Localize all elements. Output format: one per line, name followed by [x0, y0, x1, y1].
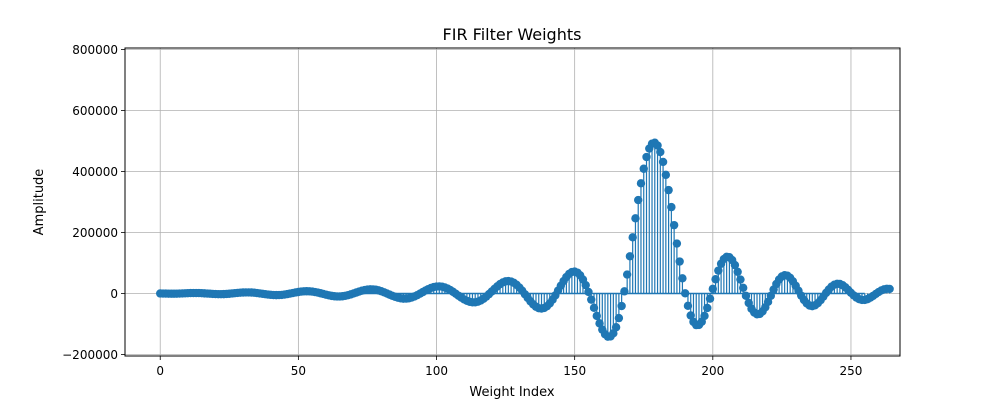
- y-tick-label: 0: [110, 287, 118, 301]
- stem-marker: [642, 152, 651, 162]
- stem-marker: [625, 252, 635, 261]
- y-axis-label: Amplitude: [32, 169, 47, 236]
- stem-marker: [614, 313, 624, 323]
- stem-marker: [741, 291, 751, 301]
- stem-marker: [675, 257, 684, 266]
- x-tick-label: 0: [156, 364, 164, 378]
- stem-marker: [708, 284, 718, 294]
- stem-marker: [672, 239, 682, 248]
- stem-marker: [656, 147, 665, 157]
- stem-marker: [678, 274, 687, 283]
- plot-frame: [124, 47, 901, 357]
- x-axis-ticks: 0 50 100 150 200 250: [156, 356, 862, 378]
- stem-marker: [683, 301, 693, 311]
- x-tick-label: 50: [291, 364, 306, 378]
- x-tick-label: 200: [701, 364, 724, 378]
- grid-lines: [125, 48, 900, 356]
- stem-marker: [584, 287, 593, 297]
- stem-marker: [628, 233, 637, 242]
- stem-marker: [617, 301, 626, 311]
- stem-marker: [739, 283, 748, 293]
- stem-markers: [156, 138, 894, 341]
- stem-marker: [634, 195, 643, 205]
- stem-marker: [705, 294, 715, 303]
- stem-marker: [730, 260, 740, 270]
- y-tick-label: −200000: [62, 348, 118, 362]
- stem-marker: [622, 270, 632, 279]
- y-tick-label: 200000: [72, 226, 118, 240]
- stem-marker: [658, 157, 668, 167]
- stem-marker: [581, 280, 590, 290]
- y-tick-label: 400000: [72, 165, 118, 179]
- stem-marker: [620, 287, 629, 296]
- stem-marker: [714, 266, 723, 275]
- stem-marker: [736, 275, 745, 284]
- stem-marker: [639, 164, 648, 173]
- stem-marker: [700, 311, 709, 321]
- stem-marker: [661, 170, 671, 180]
- stem-marker: [664, 185, 673, 195]
- stem-marker: [703, 303, 712, 313]
- stem-marker: [589, 303, 599, 313]
- x-tick-label: 250: [840, 364, 863, 378]
- x-axis-label: Weight Index: [469, 385, 555, 400]
- y-tick-label: 800000: [72, 43, 118, 57]
- stem-marker: [680, 289, 690, 298]
- stem-marker: [686, 311, 695, 320]
- stem-marker: [667, 202, 676, 212]
- stem-marker: [592, 311, 601, 321]
- stem-marker: [711, 275, 720, 284]
- stem-marker: [611, 323, 621, 332]
- stem-marker: [631, 214, 640, 223]
- stem-marker: [669, 220, 679, 230]
- stem-marker: [636, 179, 646, 188]
- stem-marker: [595, 319, 604, 328]
- y-axis-ticks: −200000 0 200000 400000 600000 800000: [62, 43, 125, 362]
- chart-title: FIR Filter Weights: [443, 25, 582, 44]
- stem-marker: [885, 284, 894, 294]
- stem-marker: [733, 267, 742, 277]
- x-tick-label: 100: [425, 364, 448, 378]
- stem-marker: [653, 141, 662, 150]
- y-tick-label: 600000: [72, 104, 118, 118]
- x-tick-label: 150: [563, 364, 586, 378]
- stem-marker: [587, 295, 596, 304]
